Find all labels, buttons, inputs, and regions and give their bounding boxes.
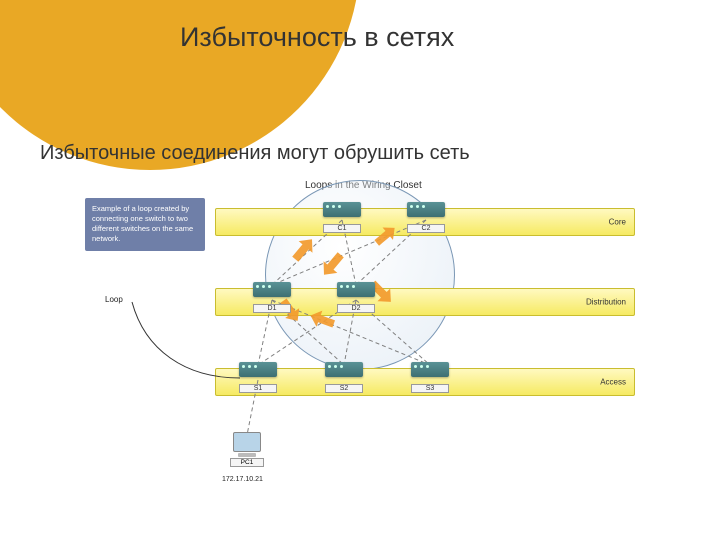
switch-s3: S3 (411, 362, 449, 388)
switch-label: C2 (407, 224, 445, 233)
switch-label: C1 (323, 224, 361, 233)
switch-c2: C2 (407, 202, 445, 228)
switch-label: S3 (411, 384, 449, 393)
switch-c1: C1 (323, 202, 361, 228)
switch-s2: S2 (325, 362, 363, 388)
pc-device: PC1 (230, 432, 264, 467)
switch-icon (337, 282, 375, 297)
layer-label: Access (600, 378, 626, 387)
switch-icon (407, 202, 445, 217)
switch-d1: D1 (253, 282, 291, 308)
layer-label: Core (609, 218, 626, 227)
network-diagram: Loops in the Wiring Closet Example of a … (85, 180, 640, 490)
switch-label: S1 (239, 384, 277, 393)
layer-label: Distribution (586, 298, 626, 307)
switch-label: D2 (337, 304, 375, 313)
switch-s1: S1 (239, 362, 277, 388)
pc-screen-icon (233, 432, 261, 452)
switch-icon (325, 362, 363, 377)
switch-label: S2 (325, 384, 363, 393)
pc-base-icon (238, 453, 256, 457)
switch-icon (239, 362, 277, 377)
switch-icon (323, 202, 361, 217)
switch-icon (253, 282, 291, 297)
loop-label: Loop (105, 295, 123, 304)
page-subtitle: Избыточные соединения могут обрушить сет… (40, 142, 470, 165)
switch-icon (411, 362, 449, 377)
switch-d2: D2 (337, 282, 375, 308)
info-callout-box: Example of a loop created by connecting … (85, 198, 205, 251)
pc-ip-address: 172.17.10.21 (222, 476, 263, 483)
switch-label: D1 (253, 304, 291, 313)
pc-label: PC1 (230, 458, 264, 467)
page-title: Избыточность в сетях (180, 22, 454, 53)
